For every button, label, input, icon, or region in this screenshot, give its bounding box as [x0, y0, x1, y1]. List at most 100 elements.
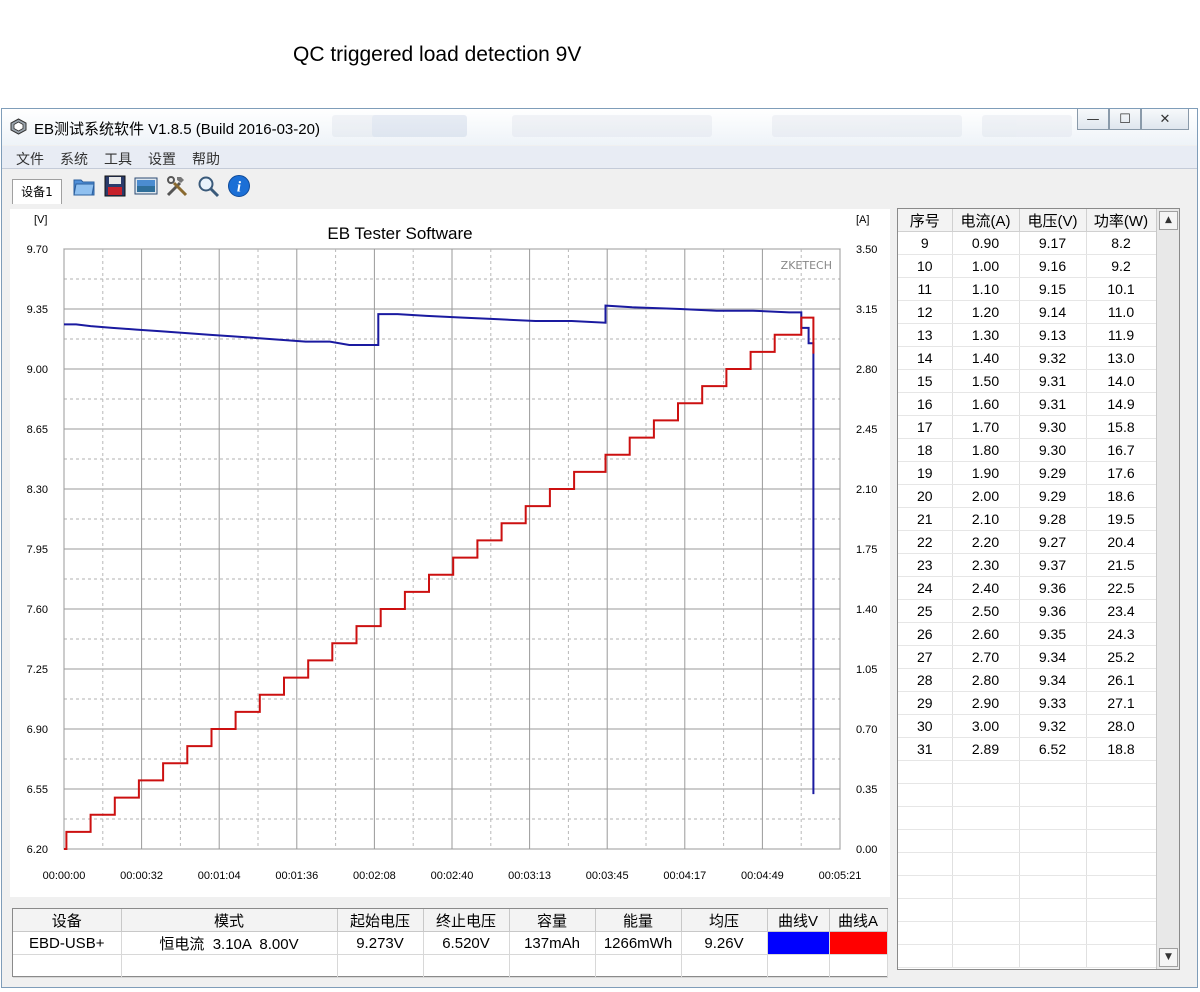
grid-row[interactable]: 27 2.70 9.34 25.2 [898, 645, 1157, 669]
x-tick-label: 00:03:45 [586, 870, 629, 882]
grid-cell-voltage: 9.37 [1019, 553, 1087, 577]
series-line-1 [64, 316, 815, 850]
grid-header-power[interactable]: 功率(W) [1086, 209, 1157, 232]
x-tick-label: 00:00:32 [120, 870, 163, 882]
series-line-0 [64, 304, 815, 795]
y-left-tick-label: 8.65 [27, 424, 48, 436]
grid-row[interactable]: 29 2.90 9.33 27.1 [898, 691, 1157, 715]
grid-empty-row [898, 898, 1157, 922]
grid-cell-index: 28 [898, 668, 953, 692]
y-left-tick-label: 9.35 [27, 304, 48, 316]
x-tick-label: 00:01:04 [198, 870, 241, 882]
menu-file[interactable]: 文件 [16, 152, 44, 168]
grid-scrollbar[interactable]: ▲ ▼ [1156, 209, 1179, 969]
grid-cell-voltage: 9.30 [1019, 415, 1087, 439]
grid-cell-power: 16.7 [1086, 438, 1157, 462]
grid-cell-index: 12 [898, 300, 953, 324]
minimize-button[interactable]: — [1077, 109, 1109, 130]
grid-row[interactable]: 18 1.80 9.30 16.7 [898, 438, 1157, 462]
grid-cell-current: 1.70 [952, 415, 1020, 439]
tools-icon[interactable] [165, 174, 189, 198]
chart-watermark: ZKETECH [781, 259, 832, 272]
grid-row[interactable]: 22 2.20 9.27 20.4 [898, 530, 1157, 554]
grid-row[interactable]: 10 1.00 9.16 9.2 [898, 254, 1157, 278]
grid-cell-current: 2.60 [952, 622, 1020, 646]
grid-row[interactable]: 13 1.30 9.13 11.9 [898, 323, 1157, 347]
grid-cell-voltage: 9.32 [1019, 714, 1087, 738]
grid-empty-row [898, 852, 1157, 876]
grid-header-voltage[interactable]: 电压(V) [1019, 209, 1087, 232]
tab-device1[interactable]: 设备1 [12, 179, 62, 204]
grid-cell-voltage: 9.34 [1019, 645, 1087, 669]
menu-system[interactable]: 系统 [60, 152, 88, 168]
grid-empty-row [898, 921, 1157, 945]
grid-row[interactable]: 24 2.40 9.36 22.5 [898, 576, 1157, 600]
x-tick-label: 00:02:40 [431, 870, 474, 882]
menu-settings[interactable]: 设置 [148, 152, 176, 168]
grid-row[interactable]: 19 1.90 9.29 17.6 [898, 461, 1157, 485]
grid-cell-index: 24 [898, 576, 953, 600]
grid-row[interactable]: 30 3.00 9.32 28.0 [898, 714, 1157, 738]
x-tick-label: 00:00:00 [43, 870, 86, 882]
grid-row[interactable]: 26 2.60 9.35 24.3 [898, 622, 1157, 646]
y-right-tick-label: 1.40 [856, 604, 877, 616]
grid-row[interactable]: 25 2.50 9.36 23.4 [898, 599, 1157, 623]
grid-cell-index: 29 [898, 691, 953, 715]
y-right-tick-label: 0.00 [856, 844, 877, 856]
grid-cell-current: 1.90 [952, 461, 1020, 485]
background-tabs [332, 115, 1072, 137]
data-grid: 序号 电流(A) 电压(V) 功率(W) 9 0.90 9.17 8.2 10 1.00 9… [897, 208, 1180, 970]
grid-row[interactable]: 21 2.10 9.28 19.5 [898, 507, 1157, 531]
summary-header-avg-voltage: 均压 [681, 909, 768, 932]
grid-row[interactable]: 23 2.30 9.37 21.5 [898, 553, 1157, 577]
search-icon[interactable] [196, 174, 220, 198]
grid-cell-index: 22 [898, 530, 953, 554]
grid-row[interactable]: 12 1.20 9.14 11.0 [898, 300, 1157, 324]
grid-header-index[interactable]: 序号 [898, 209, 953, 232]
grid-row[interactable]: 31 2.89 6.52 18.8 [898, 737, 1157, 761]
grid-row[interactable]: 14 1.40 9.32 13.0 [898, 346, 1157, 370]
grid-row[interactable]: 9 0.90 9.17 8.2 [898, 231, 1157, 255]
grid-cell-current: 1.20 [952, 300, 1020, 324]
grid-empty-row [898, 944, 1157, 968]
grid-cell-index: 26 [898, 622, 953, 646]
grid-cell-voltage: 9.35 [1019, 622, 1087, 646]
close-button[interactable]: ✕ [1141, 109, 1189, 130]
grid-cell-voltage: 9.34 [1019, 668, 1087, 692]
summary-header-energy: 能量 [595, 909, 682, 932]
grid-cell-voltage: 9.36 [1019, 599, 1087, 623]
grid-cell-index: 27 [898, 645, 953, 669]
grid-cell-power: 13.0 [1086, 346, 1157, 370]
y-right-tick-label: 0.35 [856, 784, 877, 796]
y-right-tick-label: 2.45 [856, 424, 877, 436]
grid-header-current[interactable]: 电流(A) [952, 209, 1020, 232]
menu-help[interactable]: 帮助 [192, 152, 220, 168]
grid-row[interactable]: 28 2.80 9.34 26.1 [898, 668, 1157, 692]
picture-icon[interactable] [134, 174, 158, 198]
grid-cell-current: 1.60 [952, 392, 1020, 416]
app-icon [10, 118, 27, 135]
info-icon[interactable]: i [227, 174, 251, 198]
grid-row[interactable]: 11 1.10 9.15 10.1 [898, 277, 1157, 301]
grid-cell-voltage: 9.15 [1019, 277, 1087, 301]
summary-row[interactable]: EBD-USB+ 恒电流 3.10A 8.00V 9.273V 6.520V 1… [13, 931, 888, 955]
scroll-up-button[interactable]: ▲ [1159, 211, 1178, 230]
summary-header-capacity: 容量 [509, 909, 596, 932]
curve-a-color-swatch[interactable] [829, 931, 888, 955]
voltage-current-chart: [V] [A] EB Tester Software ZKETECH 9.70 9.35 9… [27, 214, 878, 882]
grid-row[interactable]: 20 2.00 9.29 18.6 [898, 484, 1157, 508]
grid-row[interactable]: 15 1.50 9.31 14.0 [898, 369, 1157, 393]
y-right-tick-label: 1.05 [856, 664, 877, 676]
menu-tools[interactable]: 工具 [104, 152, 132, 168]
x-tick-label: 00:01:36 [275, 870, 318, 882]
grid-cell-voltage: 6.52 [1019, 737, 1087, 761]
summary-capacity: 137mAh [509, 931, 596, 955]
grid-row[interactable]: 16 1.60 9.31 14.9 [898, 392, 1157, 416]
title-bar[interactable]: EB测试系统软件 V1.8.5 (Build 2016-03-20) — ☐ ✕ [2, 109, 1197, 145]
curve-v-color-swatch[interactable] [767, 931, 830, 955]
grid-row[interactable]: 17 1.70 9.30 15.8 [898, 415, 1157, 439]
maximize-button[interactable]: ☐ [1109, 109, 1141, 130]
save-icon[interactable] [103, 174, 127, 198]
scroll-down-button[interactable]: ▼ [1159, 948, 1178, 967]
open-folder-icon[interactable] [72, 174, 96, 198]
